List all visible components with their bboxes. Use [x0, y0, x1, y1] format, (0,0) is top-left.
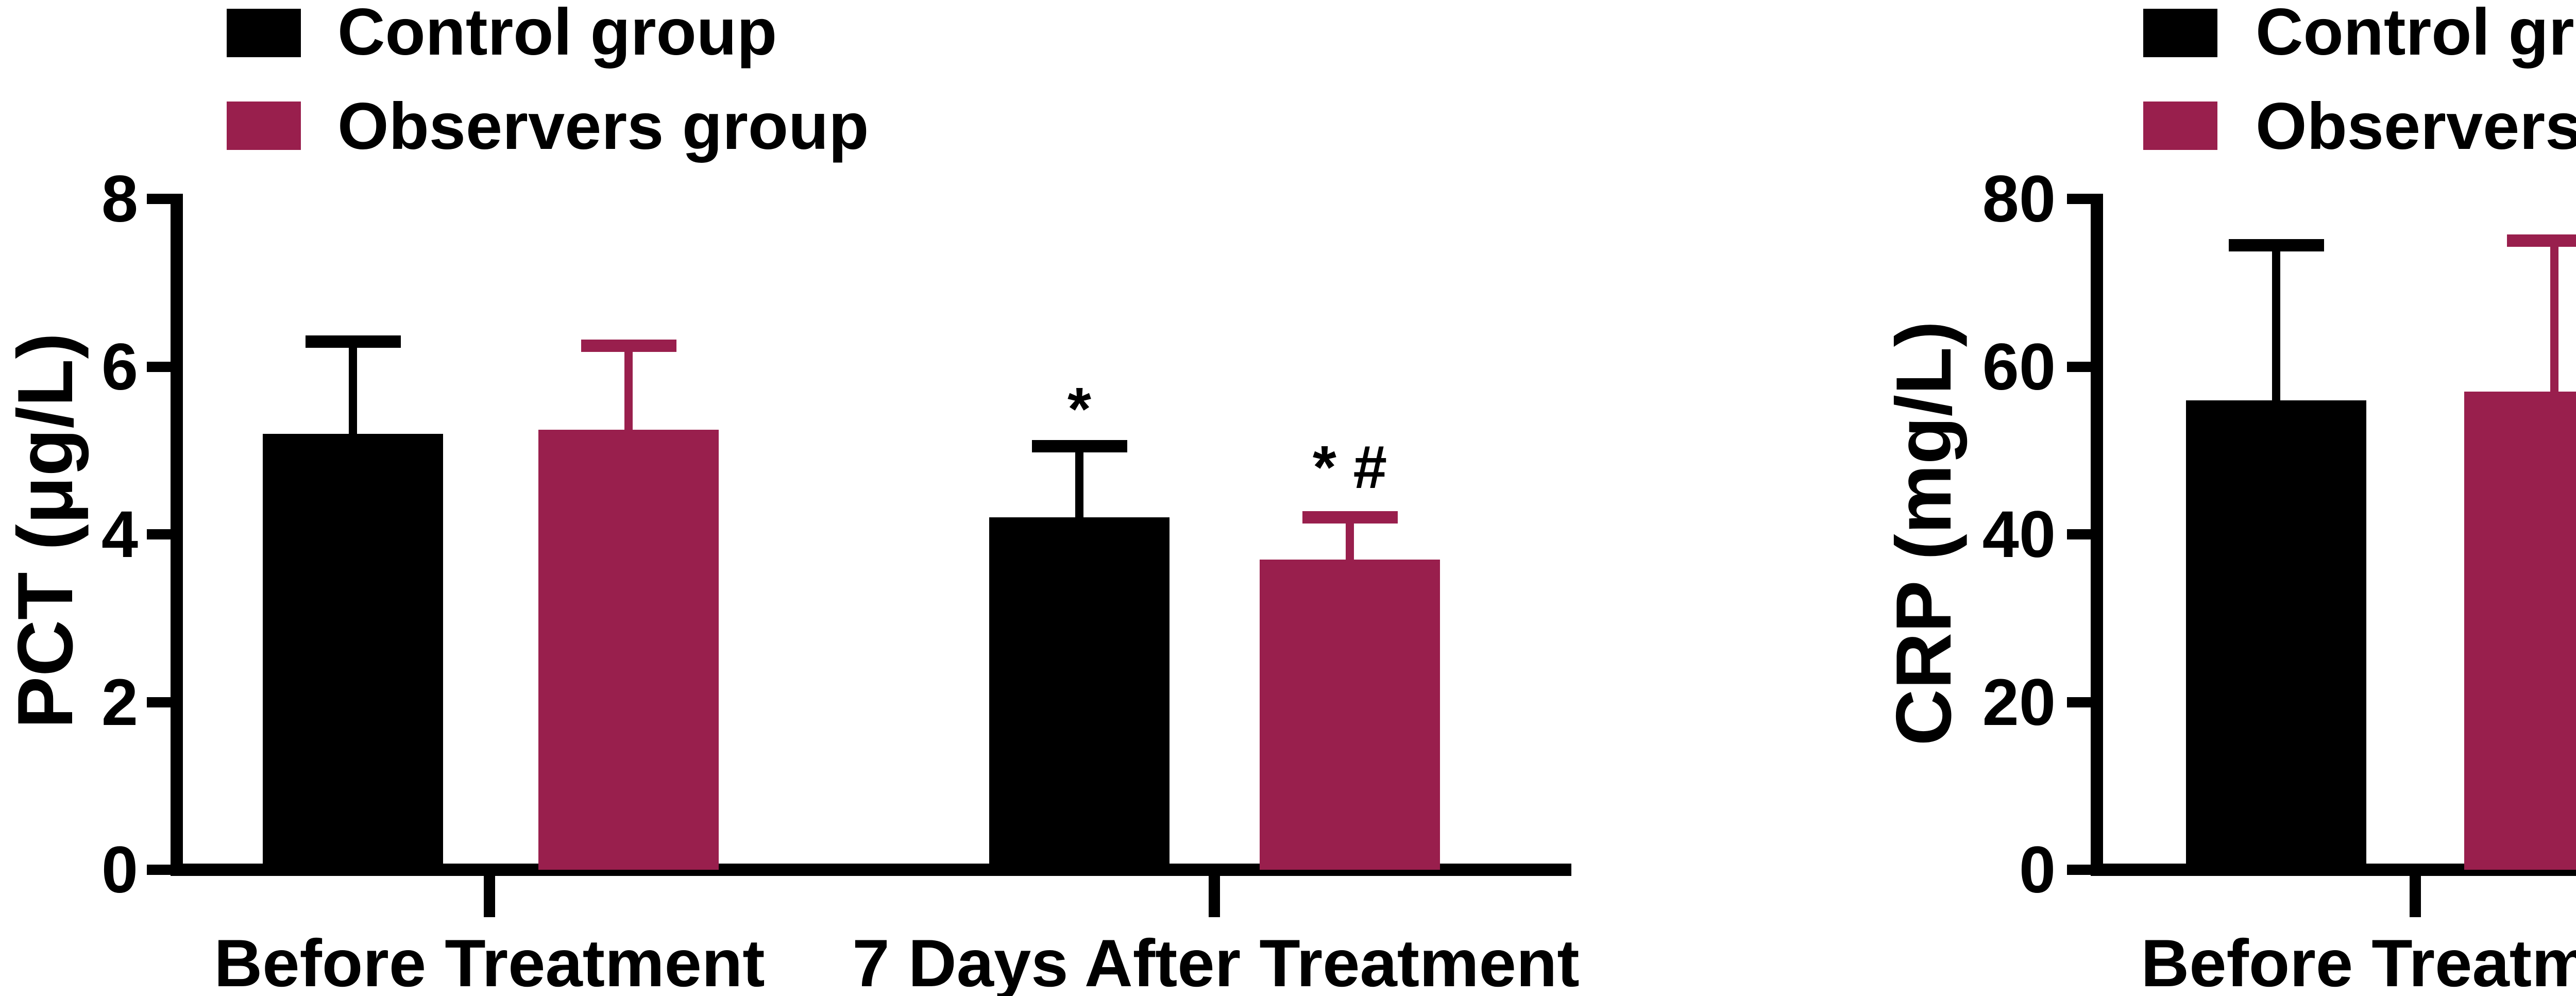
y-tick-label-pct: 2	[101, 665, 138, 739]
legend-label-control-pct: Control group	[337, 0, 777, 69]
y-tick-pct	[147, 697, 171, 707]
y-tick-crp	[2067, 194, 2091, 204]
significance-marker-pct-0: *	[1067, 375, 1091, 443]
significance-marker-pct-1: * #	[1312, 433, 1387, 501]
x-tick-pct	[484, 876, 495, 917]
bar-observers-before-crp	[2464, 392, 2576, 870]
y-axis-line-pct	[171, 194, 183, 876]
y-tick-crp	[2067, 529, 2091, 539]
y-tick-pct	[147, 361, 171, 372]
legend-label-control-crp: Control group	[2256, 0, 2576, 69]
error-bar-cap-observers-after-pct	[1302, 511, 1398, 524]
error-bar-cap-observers-before-crp	[2506, 234, 2576, 247]
legend-label-observers-crp: Observers group	[2256, 90, 2576, 163]
bar-control-before-crp	[2186, 400, 2366, 870]
y-tick-crp	[2067, 361, 2091, 372]
y-tick-crp	[2067, 697, 2091, 707]
y-axis-line-crp	[2091, 194, 2103, 876]
x-tick-pct	[1209, 876, 1220, 917]
y-tick-label-pct: 4	[101, 498, 138, 571]
legend-label-observers-pct: Observers group	[337, 90, 869, 163]
y-tick-label-crp: 80	[1982, 162, 2056, 236]
error-bar-stem-observers-after-pct	[1346, 517, 1354, 560]
error-bar-stem-control-before-pct	[349, 341, 357, 434]
y-tick-label-pct: 8	[101, 162, 138, 236]
legend-swatch-observers-pct	[227, 102, 301, 150]
y-tick-pct	[147, 194, 171, 204]
y-tick-label-crp: 60	[1982, 330, 2056, 404]
y-axis-title-crp: CRP (mg/L)	[1880, 320, 1968, 746]
error-bar-stem-control-before-crp	[2272, 245, 2280, 400]
error-bar-cap-control-before-pct	[305, 335, 401, 348]
x-tick-crp	[2410, 876, 2421, 917]
y-tick-label-crp: 40	[1982, 498, 2056, 571]
bar-observers-before-pct	[538, 429, 719, 870]
error-bar-cap-observers-before-pct	[581, 339, 676, 352]
y-tick-label-crp: 20	[1982, 665, 2056, 739]
error-bar-stem-observers-before-pct	[624, 345, 633, 430]
bar-control-after-pct	[989, 517, 1170, 870]
x-category-label-pct-1: 7 Days After Treatment	[852, 925, 1580, 996]
y-tick-label-pct: 0	[101, 833, 138, 907]
error-bar-cap-control-after-pct	[1031, 440, 1127, 453]
y-tick-label-pct: 6	[101, 330, 138, 404]
legend-swatch-observers-crp	[2143, 102, 2217, 150]
bar-observers-after-pct	[1260, 559, 1440, 870]
legend-swatch-control-pct	[227, 9, 301, 57]
y-tick-label-crp: 0	[2019, 833, 2056, 907]
error-bar-stem-control-after-pct	[1075, 446, 1083, 518]
y-tick-pct	[147, 865, 171, 875]
y-tick-pct	[147, 529, 171, 539]
x-category-label-crp-0: Before Treatment	[2141, 925, 2576, 996]
y-axis-title-pct: PCT (μg/L)	[2, 332, 89, 729]
legend-swatch-control-crp	[2143, 9, 2217, 57]
y-tick-crp	[2067, 865, 2091, 875]
x-category-label-pct-0: Before Treatment	[214, 925, 765, 996]
bar-control-before-pct	[263, 433, 443, 870]
error-bar-stem-observers-before-crp	[2550, 241, 2558, 392]
error-bar-cap-control-before-crp	[2228, 239, 2324, 251]
